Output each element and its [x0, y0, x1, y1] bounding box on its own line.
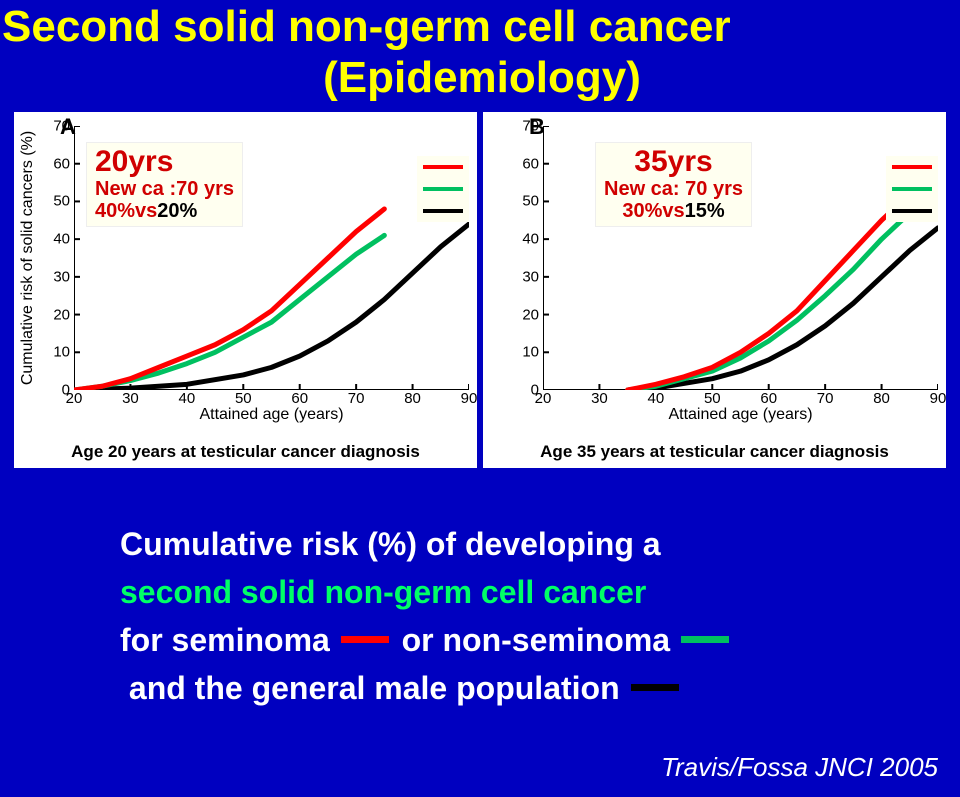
chart-b: B 010203040506070 2030405060708090 Attai…	[483, 112, 946, 468]
chart-a: A Cumulative risk of solid cancers (%) 0…	[14, 112, 477, 468]
chart-b-box: 35yrs New ca: 70 yrs 30%vs15%	[595, 142, 752, 227]
marker-general	[631, 684, 679, 691]
marker-nonseminoma	[681, 636, 729, 643]
chart-a-box-l3b: 20%	[157, 200, 197, 222]
chart-a-xlabel: Attained age (years)	[74, 406, 469, 424]
charts-row: A Cumulative risk of solid cancers (%) 0…	[14, 112, 946, 468]
title-line2: (Epidemiology)	[2, 53, 960, 104]
chart-a-box-l3a: 40%vs	[95, 200, 157, 222]
chart-a-ylabel: Cumulative risk of solid cancers (%)	[18, 126, 38, 390]
body-prefix: Cumulative risk (%) of developing a	[120, 526, 661, 562]
chart-b-box-l2: New ca: 70 yrs	[604, 178, 743, 200]
chart-b-box-l3b: 15%	[685, 200, 725, 222]
body-l3: and the general male population	[129, 670, 620, 706]
chart-b-caption: Age 35 years at testicular cancer diagno…	[483, 442, 946, 462]
title-line1: Second solid non-germ cell cancer	[2, 2, 731, 51]
body-l2a: for seminoma	[120, 622, 330, 658]
body-l2b: or non-seminoma	[402, 622, 670, 658]
swatch-general	[423, 209, 463, 213]
citation: Travis/Fossa JNCI 2005	[661, 752, 938, 783]
body-text: Cumulative risk (%) of developing a seco…	[120, 520, 880, 712]
chart-b-box-l3a: 30%vs	[622, 200, 684, 222]
chart-b-yticks: 010203040506070	[513, 126, 541, 390]
chart-a-caption: Age 20 years at testicular cancer diagno…	[14, 442, 477, 462]
swatch-seminoma	[892, 165, 932, 169]
chart-a-box-l1: 20yrs	[95, 145, 173, 178]
swatch-nonseminoma	[423, 187, 463, 191]
swatch-nonseminoma	[892, 187, 932, 191]
swatch-seminoma	[423, 165, 463, 169]
chart-a-legend	[417, 156, 469, 222]
slide: Second solid non-germ cell cancer (Epide…	[0, 0, 960, 797]
chart-a-box-l2: New ca :70 yrs	[95, 178, 234, 200]
chart-a-box: 20yrs New ca :70 yrs 40%vs20%	[86, 142, 243, 227]
slide-title: Second solid non-germ cell cancer (Epide…	[0, 0, 960, 103]
chart-b-xlabel: Attained age (years)	[543, 406, 938, 424]
body-green: second solid non-germ cell cancer	[120, 574, 646, 610]
marker-seminoma	[341, 636, 389, 643]
chart-b-box-l1: 35yrs	[634, 145, 712, 178]
swatch-general	[892, 209, 932, 213]
chart-b-legend	[886, 156, 938, 222]
chart-a-yticks: 010203040506070	[44, 126, 72, 390]
